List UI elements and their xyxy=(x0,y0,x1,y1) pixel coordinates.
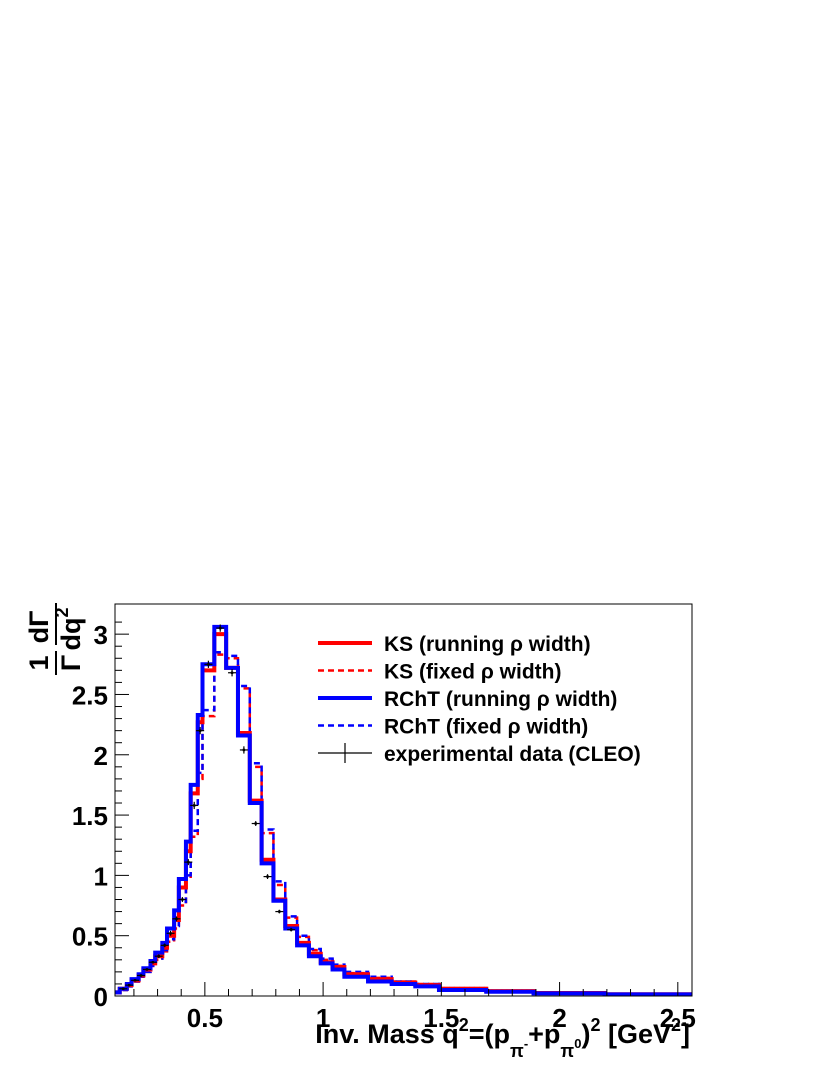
x-tick-label: 2.5 xyxy=(660,1003,696,1033)
y-tick-label: 1.5 xyxy=(72,801,108,831)
legend-entry: RChT (fixed ρ width) xyxy=(318,716,588,739)
data-point xyxy=(154,954,163,959)
data-point xyxy=(287,927,296,932)
y-label-numerator-1: 1 xyxy=(24,655,54,670)
legend-label: KS (fixed ρ width) xyxy=(384,661,562,684)
data-points-layer xyxy=(119,624,296,990)
x-axis-label: Inv. Mass q2=(pπ-+pπ0)2 [GeV2] xyxy=(315,1015,690,1061)
data-point xyxy=(125,983,134,987)
legend-entry: KS (running ρ width) xyxy=(318,633,591,656)
y-axis-label: 1 Γ dΓ dq2 xyxy=(24,603,86,675)
y-axis: 0 0.5 1 1.5 2 2.5 3 xyxy=(72,620,129,1012)
data-point xyxy=(228,669,237,677)
data-point xyxy=(184,859,193,866)
data-point xyxy=(172,916,181,922)
legend-label: experimental data (CLEO) xyxy=(384,743,641,766)
plot-frame xyxy=(114,603,693,997)
data-point xyxy=(263,874,272,880)
series-line-3 xyxy=(115,624,692,997)
y-tick-label: 0 xyxy=(94,982,108,1012)
data-point xyxy=(178,897,187,902)
legend: KS (running ρ width) KS (fixed ρ width) RC… xyxy=(318,633,641,766)
x-axis: 0.5 1 1.5 2 2.5 xyxy=(133,982,696,1033)
data-point xyxy=(137,974,146,977)
x-tick-label: 2 xyxy=(552,1003,566,1033)
series-layer xyxy=(115,624,692,997)
legend-label: RChT (fixed ρ width) xyxy=(384,716,588,739)
y-tick-label: 2 xyxy=(94,741,108,771)
legend-entry: KS (fixed ρ width) xyxy=(318,661,562,684)
data-point xyxy=(148,961,157,964)
data-point xyxy=(166,930,175,936)
legend-label: KS (running ρ width) xyxy=(384,633,591,656)
data-point xyxy=(216,624,225,632)
y-tick-label: 1 xyxy=(94,861,108,891)
data-point xyxy=(160,943,169,948)
data-point xyxy=(119,987,128,990)
legend-entry: RChT (running ρ width) xyxy=(318,688,617,711)
y-label-denominator-gamma: Γ xyxy=(56,655,86,671)
y-tick-label: 3 xyxy=(94,620,108,650)
y-tick-label: 0.5 xyxy=(72,922,108,952)
x-tick-label: 0.5 xyxy=(187,1003,223,1033)
data-point xyxy=(142,968,151,971)
data-point xyxy=(131,979,140,982)
y-label-numerator-dgamma: dΓ xyxy=(24,611,54,644)
x-tick-label: 1 xyxy=(316,1003,330,1033)
legend-entry: experimental data (CLEO) xyxy=(318,743,641,766)
data-point xyxy=(196,727,205,735)
legend-label: RChT (running ρ width) xyxy=(384,688,617,711)
data-point xyxy=(275,909,284,914)
data-point xyxy=(190,801,199,810)
data-point xyxy=(239,746,248,754)
data-point xyxy=(251,821,260,826)
y-tick-label: 2.5 xyxy=(72,680,108,710)
data-point xyxy=(204,660,213,668)
x-tick-label: 1.5 xyxy=(423,1003,459,1033)
y-label-denominator-dq: dq2 xyxy=(52,607,86,650)
